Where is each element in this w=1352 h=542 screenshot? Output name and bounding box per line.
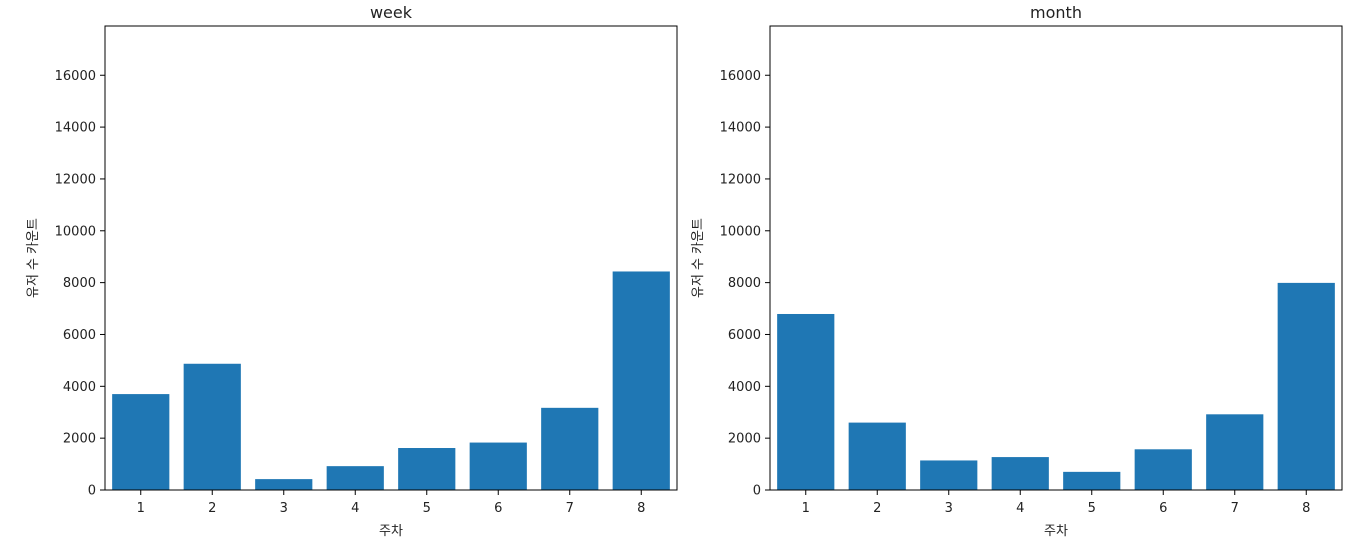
x-tick-label: 7 [566, 501, 574, 516]
bar-8 [1277, 282, 1335, 490]
y-axis-label: 유저 수 카운트 [691, 218, 706, 298]
bar-2 [183, 363, 241, 490]
x-tick-label: 3 [280, 501, 288, 516]
chart-title: week [370, 3, 413, 22]
bar-6 [469, 442, 527, 490]
bar-5 [1063, 471, 1121, 490]
x-tick-label: 4 [1016, 501, 1024, 516]
bar-4 [326, 466, 384, 490]
bar-2 [848, 422, 906, 490]
y-tick-label: 8000 [63, 276, 96, 291]
y-tick-label: 2000 [728, 432, 761, 447]
y-tick-label: 14000 [720, 121, 761, 136]
bar-8 [612, 271, 670, 490]
x-tick-label: 7 [1231, 501, 1239, 516]
y-tick-label: 16000 [55, 69, 96, 84]
x-tick-label: 1 [137, 501, 145, 516]
bar-6 [1134, 449, 1192, 490]
y-axis-label: 유저 수 카운트 [26, 218, 41, 298]
y-tick-label: 6000 [63, 328, 96, 343]
x-tick-label: 4 [351, 501, 359, 516]
x-tick-label: 8 [1302, 501, 1310, 516]
bar-7 [1206, 414, 1264, 490]
bar-3 [255, 479, 313, 490]
y-tick-label: 2000 [63, 432, 96, 447]
plot-frame [104, 25, 678, 491]
bar-7 [541, 407, 599, 490]
x-axis-label: 주차 [1044, 524, 1068, 539]
x-tick-label: 5 [423, 501, 431, 516]
y-tick-label: 4000 [63, 380, 96, 395]
y-tick-label: 10000 [55, 224, 96, 239]
x-tick-label: 2 [208, 501, 216, 516]
x-tick-label: 8 [637, 501, 645, 516]
x-tick-label: 6 [494, 501, 502, 516]
chart-week: 0 2000 4000 6000 8000 10000 12000 14000 16000 1 2 3… [26, 3, 678, 539]
chart-month: 0 2000 4000 6000 8000 10000 12000 14000 16000 1 2 3… [691, 3, 1343, 539]
x-axis-label: 주차 [379, 524, 403, 539]
x-tick-label: 1 [802, 501, 810, 516]
bar-4 [991, 457, 1049, 490]
bar-3 [920, 460, 978, 490]
x-tick-label: 3 [945, 501, 953, 516]
y-tick-label: 8000 [728, 276, 761, 291]
y-tick-label: 16000 [720, 69, 761, 84]
y-tick-label: 4000 [728, 380, 761, 395]
bar-1 [777, 313, 835, 490]
y-tick-label: 14000 [55, 121, 96, 136]
chart-title: month [1030, 3, 1082, 22]
x-tick-label: 6 [1159, 501, 1167, 516]
y-tick-label: 0 [753, 484, 761, 499]
bar-1 [112, 394, 170, 490]
plot-frame [769, 25, 1343, 491]
y-tick-label: 10000 [720, 224, 761, 239]
bar-5 [398, 448, 456, 490]
x-tick-label: 5 [1088, 501, 1096, 516]
y-tick-label: 12000 [720, 172, 761, 187]
y-tick-label: 0 [88, 484, 96, 499]
y-tick-label: 12000 [55, 172, 96, 187]
y-tick-label: 6000 [728, 328, 761, 343]
x-tick-label: 2 [873, 501, 881, 516]
